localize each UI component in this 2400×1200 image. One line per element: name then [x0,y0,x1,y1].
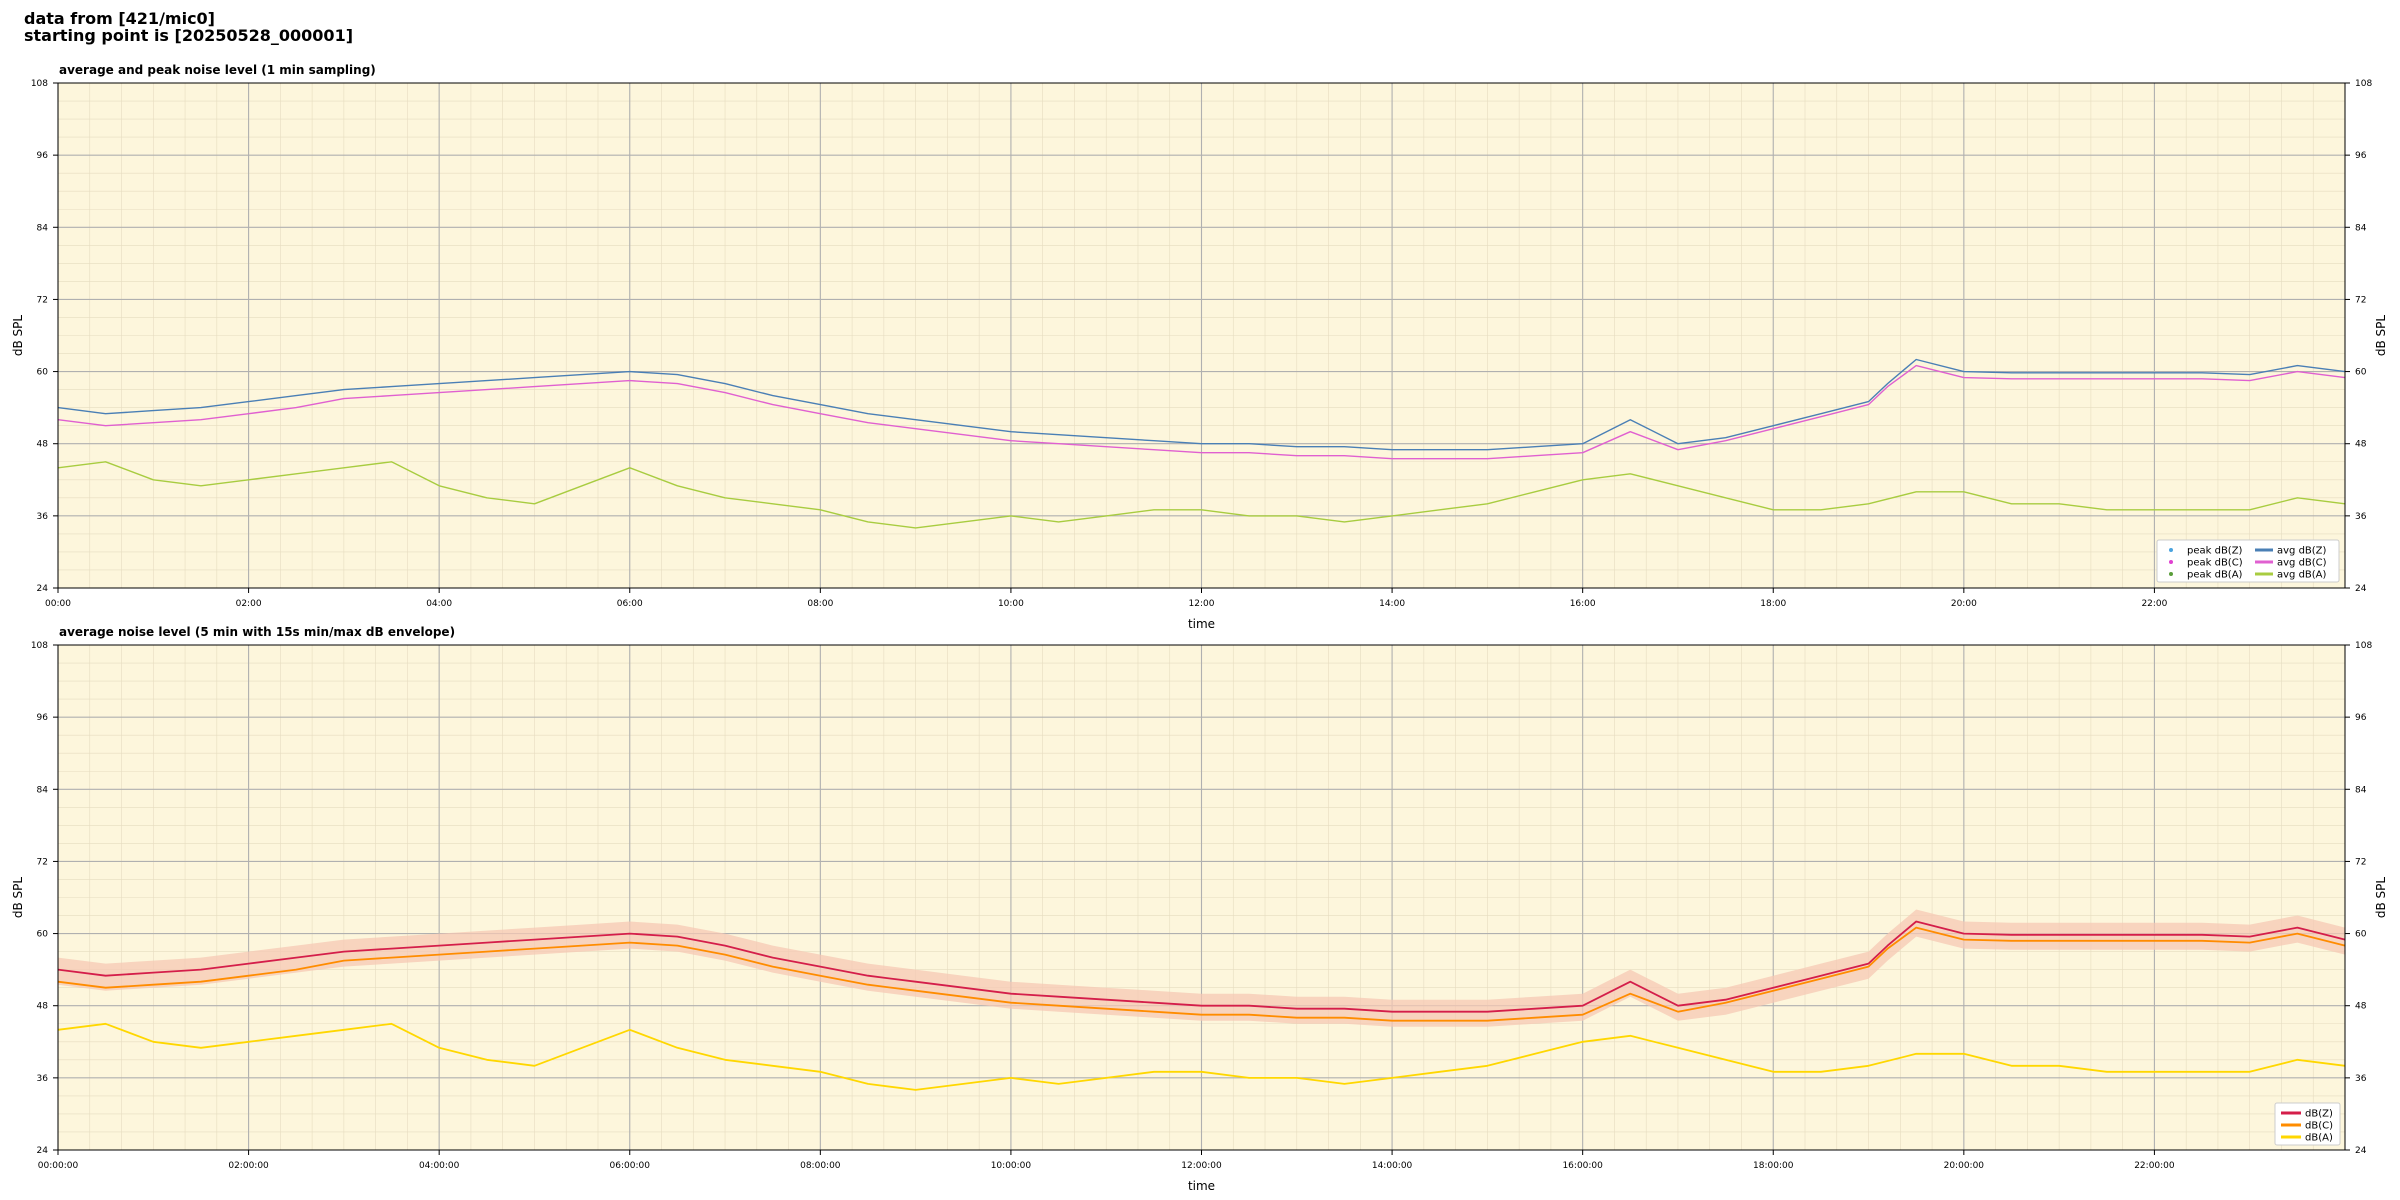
y-tick-label-right: 24 [2355,584,2367,594]
y-tick-label-left: 60 [37,930,49,940]
legend: peak dB(Z)peak dB(C)peak dB(A)avg dB(Z)a… [2156,539,2340,583]
x-tick-label: 06:00:00 [610,1161,651,1171]
y-tick-label-right: 72 [2355,857,2366,867]
x-tick-label: 04:00 [426,599,452,609]
legend-marker [2169,560,2173,564]
x-tick-label: 00:00:00 [38,1161,79,1171]
y-tick-label-right: 60 [2355,930,2367,940]
x-tick-label: 22:00:00 [2134,1161,2175,1171]
y-tick-label-right: 24 [2355,1146,2367,1156]
plot-frame [57,644,2346,1151]
y-tick-label-right: 96 [2355,713,2367,723]
chart-panel-1: 00:00 02:00 04:00 06:00 08:00 10:00 12:00 14:00… [11,63,2388,631]
y-tick-label-left: 96 [37,713,49,723]
x-tick-label: 16:00:00 [1562,1161,1603,1171]
y-tick-label-left: 96 [37,151,49,161]
series-line-db-a- [57,1022,2346,1091]
x-tick-label: 08:00:00 [800,1161,841,1171]
legend-marker [2169,548,2173,552]
legend-entry-label: dB(C) [2305,1121,2333,1132]
legend-entry-label: peak dB(C) [2187,558,2243,569]
x-tick-label: 10:00:00 [991,1161,1032,1171]
y-tick-label-right: 108 [2355,79,2372,89]
x-tick-label: 00:00 [45,599,71,609]
y-tick-label-left: 36 [37,1074,49,1084]
y-tick-label-left: 36 [37,512,49,522]
y-axis-label-right: dB SPL [2374,315,2388,357]
x-axis-label: time [1188,617,1215,631]
legend-entry-label: dB(A) [2305,1133,2333,1144]
y-tick-label-left: 84 [37,223,49,233]
x-tick-label: 10:00 [998,599,1024,609]
legend-entry-label: peak dB(Z) [2187,546,2243,557]
y-tick-label-right: 72 [2355,295,2366,305]
x-tick-label: 06:00 [617,599,643,609]
y-axis-label-left: dB SPL [11,877,25,919]
series-line-avg-db-c- [57,364,2346,460]
x-tick-label: 14:00 [1379,599,1405,609]
x-tick-label: 16:00 [1570,599,1596,609]
legend-entry-label: avg dB(C) [2277,558,2327,569]
y-tick-label-left: 108 [31,79,48,89]
x-tick-label: 02:00 [236,599,262,609]
y-tick-label-right: 60 [2355,368,2367,378]
y-tick-label-right: 84 [2355,223,2367,233]
envelope-band [58,909,2345,1027]
x-tick-label: 12:00 [1189,599,1215,609]
x-tick-label: 18:00:00 [1753,1161,1794,1171]
y-tick-label-right: 96 [2355,151,2367,161]
page-header: data from [421/mic0] starting point is [… [24,10,353,44]
x-tick-label: 04:00:00 [419,1161,460,1171]
series-line-db-c- [57,926,2346,1022]
legend: dB(Z)dB(C)dB(A) [2274,1102,2341,1146]
chart-title: average noise level (5 min with 15s min/… [59,625,455,639]
y-tick-label-left: 48 [37,440,49,450]
x-tick-label: 18:00 [1760,599,1786,609]
header-source: data from [421/mic0] [24,9,215,28]
series-line-avg-db-a- [57,461,2346,529]
y-tick-label-left: 72 [37,295,48,305]
plot-frame [57,82,2346,589]
x-tick-label: 02:00:00 [228,1161,269,1171]
y-tick-label-left: 60 [37,368,49,378]
x-axis-label: time [1188,1179,1215,1193]
legend-box [2156,539,2340,583]
y-tick-label-left: 24 [37,584,49,594]
x-tick-label: 22:00 [2141,599,2167,609]
y-tick-label-right: 36 [2355,512,2367,522]
y-tick-label-right: 48 [2355,1002,2367,1012]
y-tick-label-left: 108 [31,641,48,651]
y-tick-label-right: 108 [2355,641,2372,651]
legend-entry-label: dB(Z) [2305,1109,2333,1120]
header-start: starting point is [20250528_000001] [24,26,354,45]
series-line-db-z- [57,920,2346,1013]
legend-marker [2169,572,2173,576]
y-tick-label-right: 84 [2355,785,2367,795]
legend-entry-label: peak dB(A) [2187,570,2243,581]
legend-entry-label: avg dB(Z) [2277,546,2327,557]
x-tick-label: 14:00:00 [1372,1161,1413,1171]
y-tick-label-left: 72 [37,857,48,867]
y-tick-label-left: 24 [37,1146,49,1156]
x-tick-label: 08:00 [807,599,833,609]
x-tick-label: 20:00 [1951,599,1977,609]
x-tick-label: 20:00:00 [1944,1161,1985,1171]
y-tick-label-left: 48 [37,1002,49,1012]
y-axis-label-left: dB SPL [11,315,25,357]
y-tick-label-right: 48 [2355,440,2367,450]
x-tick-label: 12:00:00 [1181,1161,1222,1171]
chart-panel-2: 00:00:00 02:00:00 04:00:00 06:00:00 08:00:00… [11,625,2388,1193]
series-line-avg-db-z- [57,358,2346,451]
legend-entry-label: avg dB(A) [2277,570,2327,581]
y-tick-label-left: 84 [37,785,49,795]
y-axis-label-right: dB SPL [2374,877,2388,919]
y-tick-label-right: 36 [2355,1074,2367,1084]
chart-title: average and peak noise level (1 min samp… [59,63,376,77]
